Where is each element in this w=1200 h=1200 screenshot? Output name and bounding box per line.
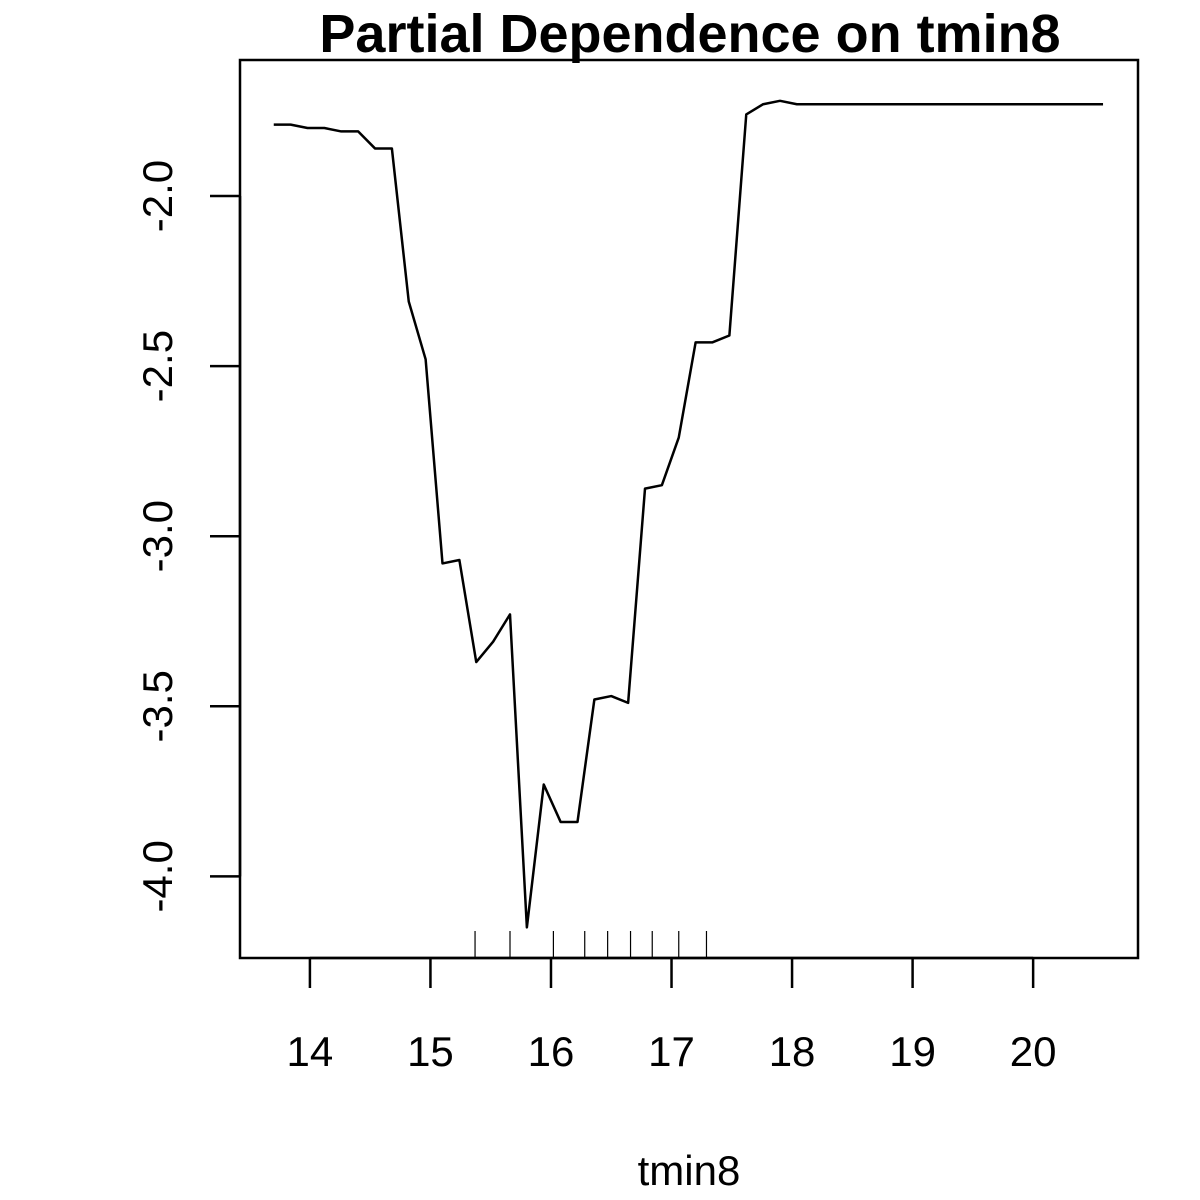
x-tick-label: 14 xyxy=(287,1028,334,1075)
series-group xyxy=(273,99,1104,929)
y-axis: -2.0 -2.5 -3.0 -3.5 -4.0 xyxy=(134,160,242,913)
y-tick-label: -2.5 xyxy=(134,330,181,402)
plot-frame xyxy=(238,58,1140,960)
x-axis: 14 15 16 17 18 19 20 xyxy=(287,956,1057,1075)
chart-title: Partial Dependence on tmin8 xyxy=(319,4,1060,64)
rug-marks xyxy=(474,931,708,958)
x-tick-label: 20 xyxy=(1010,1028,1057,1075)
y-tick-label: -2.0 xyxy=(134,160,181,232)
x-tick-label: 19 xyxy=(889,1028,936,1075)
y-tick-label: -4.0 xyxy=(134,840,181,912)
y-tick-label: -3.0 xyxy=(134,500,181,572)
x-tick-label: 16 xyxy=(528,1028,575,1075)
x-tick-label: 17 xyxy=(648,1028,695,1075)
x-tick-label: 15 xyxy=(407,1028,454,1075)
x-axis-label: tmin8 xyxy=(638,1147,741,1194)
x-tick-label: 18 xyxy=(769,1028,816,1075)
series-line xyxy=(273,99,1104,929)
y-tick-label: -3.5 xyxy=(134,670,181,742)
